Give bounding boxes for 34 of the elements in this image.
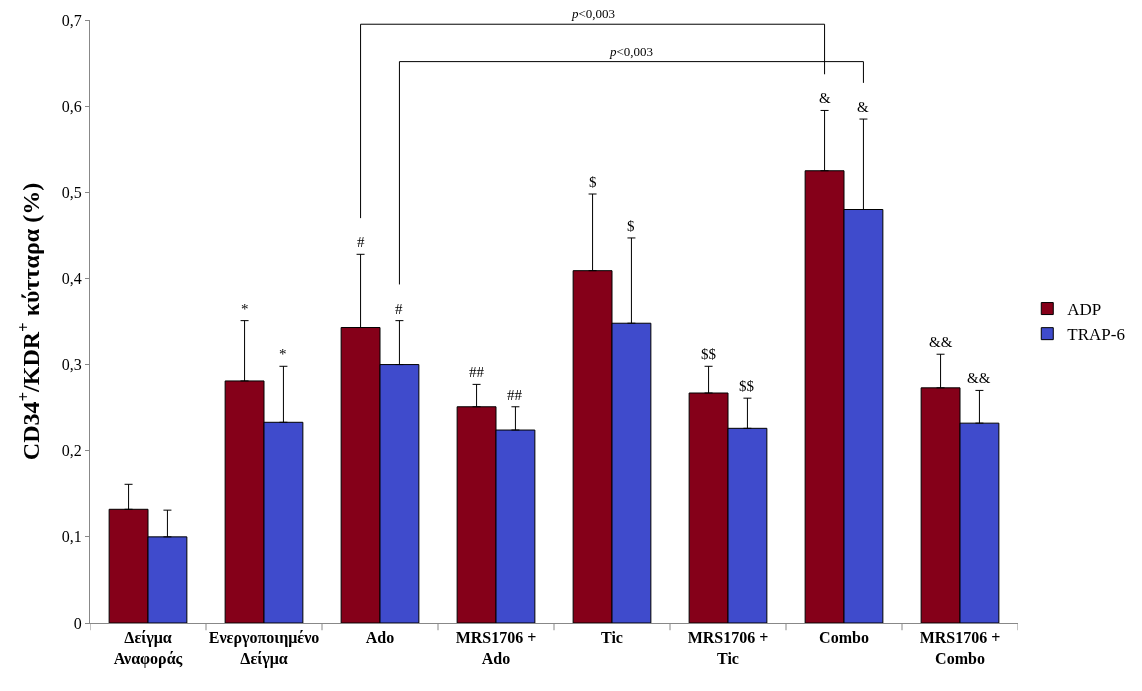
y-tick-label: 0,6: [61, 97, 82, 115]
annotation: p<0,003: [609, 44, 654, 59]
x-tick-label: Tic: [601, 629, 623, 647]
annotation: p<0,003: [571, 6, 616, 21]
y-tick-label: 0,7: [61, 11, 82, 29]
annotation: $: [627, 218, 635, 234]
x-tick-label: MRS1706 + Combo: [919, 629, 1001, 667]
x-tick-label: MRS1706 + Tic: [687, 629, 769, 667]
annotation: $$: [701, 346, 717, 362]
y-tick-label: 0: [73, 614, 82, 632]
annotation: *: [279, 346, 287, 362]
annotation: &: [819, 90, 831, 106]
y-tick-label: 0,3: [61, 356, 82, 374]
legend-label: ADP: [1067, 300, 1102, 320]
annotation: $$: [739, 378, 755, 394]
y-tick-label: 0,1: [61, 528, 82, 546]
y-tick-label: 0,4: [61, 270, 82, 288]
annotation: #: [357, 234, 365, 250]
annotation: $: [589, 174, 597, 190]
annotation: *: [241, 301, 249, 317]
annotation: #: [395, 301, 403, 317]
annotation: &: [857, 99, 869, 115]
annotation: ##: [507, 387, 523, 403]
y-tick-label: 0,2: [61, 442, 82, 460]
x-tick-label: Ενεργοποιημένο Δείγμα: [208, 629, 320, 668]
x-tick-label: MRS1706 + Ado: [455, 629, 537, 667]
annotation: &&: [967, 370, 991, 386]
x-tick-label: Δείγμα Αναφοράς: [113, 629, 183, 668]
annotation: ##: [469, 364, 485, 380]
x-tick-label: Ado: [365, 629, 395, 647]
annotation: &&: [929, 334, 953, 350]
y-tick-label: 0,5: [61, 183, 82, 201]
x-tick-label: Combo: [819, 629, 869, 647]
legend-label: TRAP-6: [1067, 325, 1125, 345]
